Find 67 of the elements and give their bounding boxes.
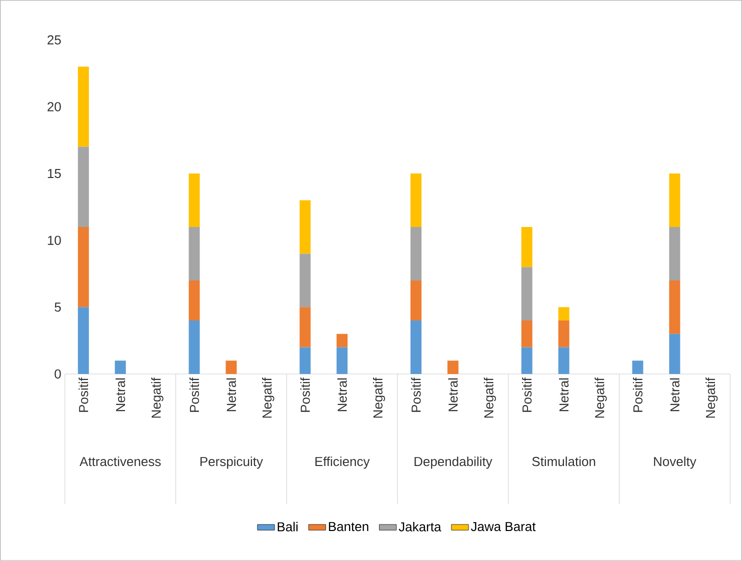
bar xyxy=(188,174,200,228)
x-tick-label: Netral xyxy=(116,378,126,412)
bar xyxy=(558,320,570,348)
bar xyxy=(188,320,200,374)
y-tick-label: 0 xyxy=(54,369,61,379)
x-tick-label: Netral xyxy=(226,378,236,412)
bar xyxy=(521,320,532,348)
x-tick-label: Netral xyxy=(448,378,458,412)
x-tick-label: Netral xyxy=(337,378,347,412)
bar xyxy=(669,227,680,280)
bar xyxy=(78,227,89,308)
bar xyxy=(300,307,311,348)
x-tick-label: Positif xyxy=(78,378,88,412)
text: Novelty xyxy=(654,456,696,469)
y-tick-label: 20 xyxy=(48,102,61,112)
bar xyxy=(78,146,89,228)
x-tick-label: Negatif xyxy=(151,378,164,418)
bar xyxy=(558,347,570,374)
text: Perspicuity xyxy=(200,456,263,469)
bar xyxy=(78,307,89,374)
bar xyxy=(410,227,422,280)
bar xyxy=(632,360,644,374)
legend-label: Bali xyxy=(278,522,298,532)
bar xyxy=(336,347,348,374)
text: Efficiency xyxy=(315,456,370,469)
bar xyxy=(558,307,570,321)
bar xyxy=(300,347,311,374)
bar xyxy=(114,360,126,374)
x-tick-label: Positif xyxy=(522,378,532,412)
bar xyxy=(521,267,532,321)
x-tick-label: Positif xyxy=(411,378,421,412)
x-tick-label: Positif xyxy=(189,378,200,412)
bar xyxy=(410,280,422,321)
text: Dependability xyxy=(414,456,492,469)
y-tick-label: 5 xyxy=(54,302,61,312)
bar xyxy=(521,227,532,268)
bar xyxy=(447,360,458,374)
legend-label: Jawa Barat xyxy=(470,522,536,532)
x-tick-label: Positif xyxy=(632,378,642,412)
y-tick-label: 25 xyxy=(48,35,61,45)
bar xyxy=(410,174,422,228)
legend-label: Jakarta xyxy=(398,522,442,532)
legend-label: Banten xyxy=(328,522,368,532)
x-tick-label: Negatif xyxy=(706,378,718,418)
bar xyxy=(669,174,680,228)
x-tick-label: Negatif xyxy=(262,378,274,418)
bar xyxy=(521,347,532,374)
bar xyxy=(410,320,422,374)
bar xyxy=(669,334,680,374)
bar xyxy=(336,334,348,348)
bar xyxy=(78,66,89,147)
bar xyxy=(669,280,680,334)
text: Attractiveness xyxy=(80,456,161,466)
bar xyxy=(188,280,200,321)
bar xyxy=(226,360,237,374)
bar xyxy=(188,227,200,280)
bar xyxy=(300,200,311,254)
text: Stimulation xyxy=(532,456,596,466)
x-tick-label: Positif xyxy=(300,378,310,412)
x-tick-label: Netral xyxy=(559,378,569,412)
y-tick-label: 15 xyxy=(48,169,61,178)
x-tick-label: Negatif xyxy=(594,378,607,418)
x-tick-label: Negatif xyxy=(484,378,496,418)
x-tick-label: Netral xyxy=(670,378,680,412)
x-tick-label: Negatif xyxy=(372,378,386,418)
bar xyxy=(300,254,311,308)
y-tick-label: 10 xyxy=(48,236,61,245)
